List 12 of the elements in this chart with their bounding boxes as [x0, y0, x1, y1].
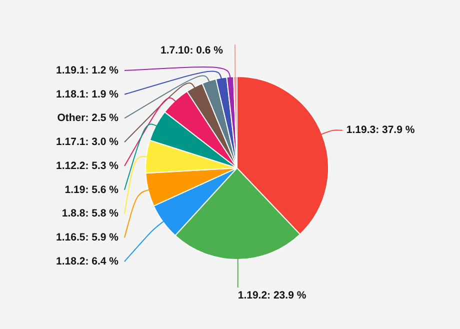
slice-label: 1.16.5: 5.9 %	[56, 232, 120, 244]
slice-label: 1.7.10: 0.6 %	[160, 44, 224, 56]
slice-label: 1.8.8: 5.8 %	[62, 208, 120, 220]
slice-label: 1.18.1: 1.9 %	[56, 88, 120, 100]
slice-label: 1.19.1: 1.2 %	[56, 64, 120, 76]
slice-label: Other: 2.5 %	[57, 112, 120, 124]
slice-label: 1.19.2: 23.9 %	[238, 289, 307, 302]
slice-label: 1.12.2: 5.3 %	[56, 160, 120, 172]
slice-label: 1.19.3: 37.9 %	[346, 124, 416, 136]
slice-label: 1.17.1: 3.0 %	[56, 136, 120, 148]
slice-label: 1.19: 5.6 %	[64, 184, 120, 196]
slice-label: 1.18.2: 6.4 %	[56, 255, 120, 268]
